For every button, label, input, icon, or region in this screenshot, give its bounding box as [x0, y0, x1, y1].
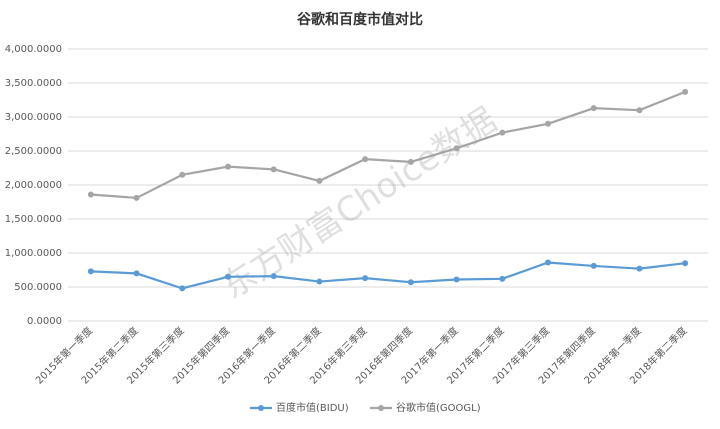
point — [179, 285, 186, 292]
point — [407, 279, 414, 286]
point — [133, 194, 140, 201]
point — [270, 166, 277, 173]
y-tick-label: 1,500.0000 — [5, 214, 62, 225]
line — [90, 90, 686, 200]
point — [590, 105, 597, 112]
point — [362, 275, 369, 282]
point — [316, 177, 323, 184]
chart-title: 谷歌和百度市值对比 — [297, 11, 423, 28]
y-tick-label: 4,000.0000 — [5, 44, 62, 55]
legend-marker — [378, 405, 384, 411]
point — [499, 129, 506, 136]
y-tick-label: 2,000.0000 — [5, 180, 62, 191]
point — [133, 270, 140, 277]
point — [545, 259, 551, 266]
y-tick-label: 1,000.0000 — [5, 248, 62, 259]
point — [270, 273, 277, 280]
point — [682, 88, 689, 95]
point — [453, 145, 460, 152]
point — [362, 156, 369, 163]
point — [453, 276, 460, 283]
line — [90, 261, 686, 290]
legend-marker — [258, 405, 264, 411]
point — [545, 120, 551, 127]
point — [225, 163, 231, 170]
y-tick-label: 500.0000 — [14, 282, 62, 293]
y-tick-label: 3,000.0000 — [5, 112, 62, 123]
point — [590, 262, 597, 269]
point — [636, 107, 643, 114]
y-tick-label: 0.0000 — [27, 316, 62, 327]
legend-label: 谷歌市值(GOOGL) — [396, 401, 481, 414]
point — [636, 265, 643, 272]
y-tick-label: 2,500.0000 — [5, 146, 62, 157]
point — [682, 260, 689, 267]
legend-label: 百度市值(BIDU) — [276, 401, 349, 414]
point — [87, 268, 94, 275]
y-tick-label: 3,500.0000 — [5, 78, 62, 89]
point — [87, 191, 94, 198]
point — [316, 278, 323, 285]
point — [179, 171, 186, 178]
point — [499, 275, 506, 282]
point — [407, 158, 414, 165]
point — [225, 273, 231, 280]
